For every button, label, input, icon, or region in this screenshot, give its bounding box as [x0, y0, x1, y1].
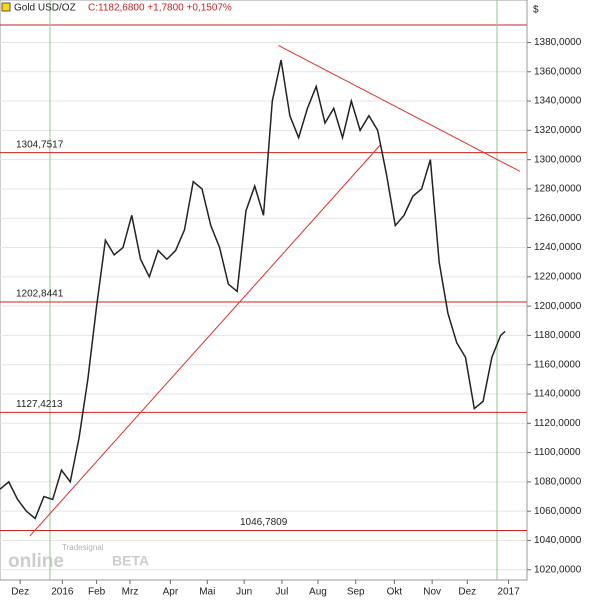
x-tick-label: Dez	[11, 587, 29, 598]
x-tick-label: Mrz	[122, 587, 139, 598]
y-tick-label: 1140,0000	[534, 389, 581, 400]
level-label: 1202,8441	[16, 289, 64, 300]
x-tick-label: Aug	[309, 587, 327, 598]
y-tick-label: 1360,0000	[534, 66, 582, 77]
x-tick-label: Jul	[276, 587, 289, 598]
y-tick-label: 1020,0000	[534, 564, 582, 575]
y-tick-label: 1200,0000	[534, 301, 582, 312]
y-tick-label: 1060,0000	[534, 506, 582, 517]
trend-line	[29, 144, 381, 537]
y-tick-label: 1240,0000	[534, 242, 582, 253]
x-tick-label: Apr	[163, 587, 179, 598]
y-tick-label: 1300,0000	[534, 154, 582, 165]
logo: Tradesignal online BETA	[8, 543, 149, 572]
logo-top: Tradesignal	[62, 543, 104, 552]
y-tick-label: 1040,0000	[534, 535, 582, 546]
y-tick-label: 1180,0000	[534, 330, 581, 341]
x-tick-label: Mai	[199, 587, 215, 598]
logo-main: online	[8, 551, 64, 572]
x-tick-label: Sep	[347, 587, 365, 598]
x-tick-label: 2016	[51, 587, 74, 598]
logo-badge: BETA	[112, 553, 149, 569]
x-tick-label: Feb	[88, 587, 106, 598]
x-tick-label: 2017	[497, 587, 520, 598]
y-tick-label: 1320,0000	[534, 125, 582, 136]
y-tick-label: 1280,0000	[534, 184, 582, 195]
level-label: 1127,4213	[16, 399, 63, 410]
x-tick-label: Okt	[387, 587, 403, 598]
y-axis-label: $	[533, 5, 539, 16]
x-tick-label: Jun	[236, 587, 252, 598]
y-tick-label: 1380,0000	[534, 37, 582, 48]
plot-frame	[0, 0, 528, 581]
y-tick-label: 1260,0000	[534, 213, 582, 224]
x-tick-label: Nov	[423, 587, 441, 598]
price-line	[0, 59, 506, 520]
y-tick-label: 1340,0000	[534, 96, 582, 107]
symbol-icon	[1, 2, 11, 12]
level-label: 1304,7517	[16, 139, 64, 150]
y-tick-label: 1080,0000	[534, 477, 582, 488]
x-tick-label: Dez	[458, 587, 476, 598]
trend-line	[278, 44, 521, 172]
y-tick-label: 1220,0000	[534, 271, 582, 282]
chart-subtitle: C:1182,6800 +1,7800 +0,1507%	[88, 3, 232, 14]
chart-title: Gold USD/OZ	[14, 3, 76, 14]
y-tick-label: 1100,0000	[534, 447, 581, 458]
y-tick-label: 1120,0000	[534, 418, 581, 429]
y-tick-label: 1160,0000	[534, 359, 581, 370]
level-label: 1046,7809	[240, 517, 288, 528]
